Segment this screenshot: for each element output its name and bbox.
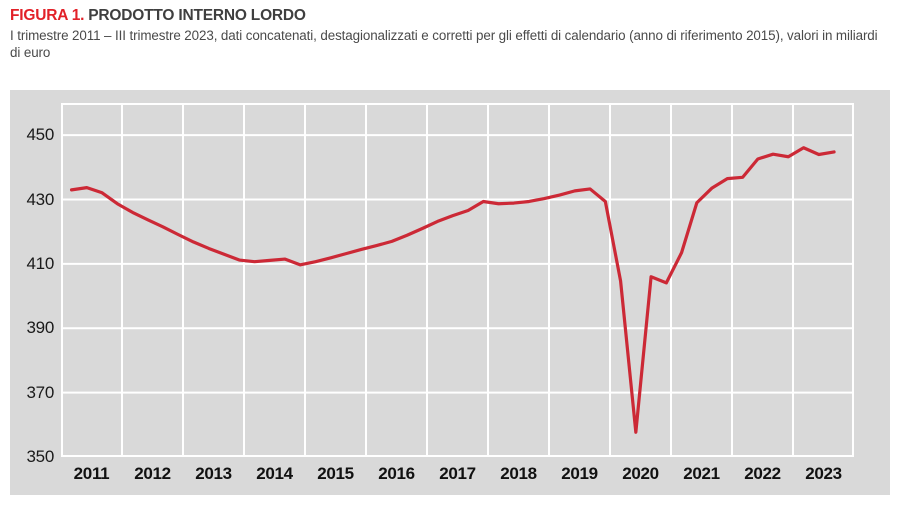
x-tick-label: 2021 xyxy=(683,464,720,483)
x-tick-label: 2022 xyxy=(744,464,781,483)
x-tick-label: 2017 xyxy=(439,464,476,483)
x-tick-label: 2018 xyxy=(500,464,537,483)
gdp-line-chart xyxy=(61,103,854,457)
x-tick-label: 2014 xyxy=(256,464,293,483)
x-tick-label: 2019 xyxy=(561,464,598,483)
x-tick-label: 2011 xyxy=(73,464,110,483)
x-tick-label: 2016 xyxy=(378,464,415,483)
figure-title-text: PRODOTTO INTERNO LORDO xyxy=(88,7,306,24)
chart-panel: 450 430 410 390 370 350 2011 2012 2013 2014 2015 2… xyxy=(10,90,890,495)
y-tick-label: 370 xyxy=(26,382,55,402)
figure-subtitle: I trimestre 2011 – III trimestre 2023, d… xyxy=(10,28,878,60)
x-tick-label: 2012 xyxy=(134,464,171,483)
x-tick-label: 2015 xyxy=(317,464,354,483)
y-tick-label: 430 xyxy=(26,189,55,209)
x-tick-label: 2020 xyxy=(622,464,659,483)
y-tick-label: 450 xyxy=(26,125,55,145)
figure-number-label: FIGURA 1. xyxy=(10,7,85,24)
y-tick-label: 410 xyxy=(26,253,55,273)
x-tick-label: 2013 xyxy=(195,464,232,483)
y-tick-label: 350 xyxy=(26,447,55,466)
gdp-series-line xyxy=(69,146,836,434)
x-tick-label: 2023 xyxy=(805,464,842,483)
y-tick-label: 390 xyxy=(26,318,55,338)
figure-titlebar: FIGURA 1. PRODOTTO INTERNO LORDO xyxy=(10,6,892,25)
